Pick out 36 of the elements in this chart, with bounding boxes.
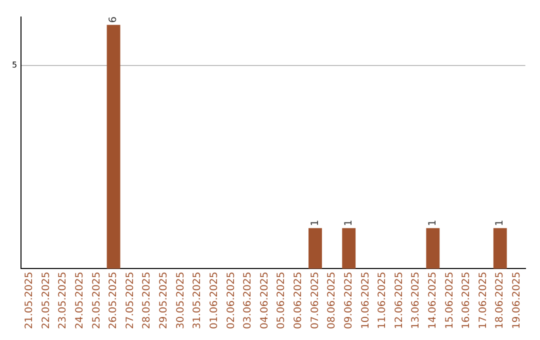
x-tick-label: 25.05.2025 — [91, 272, 102, 330]
x-tick-label: 29.05.2025 — [158, 272, 170, 330]
x-tick-label: 30.05.2025 — [175, 272, 186, 330]
x-tick-label: 02.06.2025 — [226, 272, 237, 330]
x-tick-label: 22.05.2025 — [40, 272, 52, 330]
x-tick-label: 07.06.2025 — [310, 272, 321, 330]
data-label: 1 — [343, 220, 354, 226]
data-label: 6 — [108, 16, 120, 23]
x-tick-label: 24.05.2025 — [74, 272, 86, 330]
data-label: 1 — [310, 220, 321, 226]
x-tick-label: 10.06.2025 — [360, 272, 372, 330]
x-tick-label: 09.06.2025 — [343, 272, 354, 330]
x-tick-label: 14.06.2025 — [427, 272, 438, 330]
x-tick-label: 01.06.2025 — [208, 272, 220, 330]
x-tick-label: 05.06.2025 — [276, 272, 288, 330]
x-tick-label: 17.06.2025 — [478, 272, 489, 330]
x-tick-label: 13.06.2025 — [410, 272, 422, 330]
x-tick-label: 21.05.2025 — [24, 272, 36, 330]
x-tick-label: 31.05.2025 — [192, 272, 204, 330]
y-tick-label: 5 — [12, 60, 18, 70]
x-tick-label: 06.06.2025 — [293, 272, 304, 330]
x-tick-label: 15.06.2025 — [444, 272, 456, 330]
x-tick-label: 04.06.2025 — [259, 272, 270, 330]
x-tick-label: 16.06.2025 — [461, 272, 472, 330]
data-label: 1 — [427, 220, 438, 226]
x-tick-label: 12.06.2025 — [394, 272, 405, 330]
x-tick-label: 27.05.2025 — [124, 272, 136, 330]
x-tick-label: 26.05.2025 — [108, 272, 120, 330]
x-tick-label: 08.06.2025 — [326, 272, 338, 330]
data-label: 1 — [494, 220, 506, 226]
x-tick-label: 11.06.2025 — [377, 272, 388, 330]
x-tick-label: 28.05.2025 — [142, 272, 153, 330]
x-tick-label: 19.06.2025 — [512, 272, 523, 330]
x-tick-label: 18.06.2025 — [494, 272, 506, 330]
x-tick-label: 23.05.2025 — [58, 272, 69, 330]
x-tick-label: 03.06.2025 — [242, 272, 254, 330]
